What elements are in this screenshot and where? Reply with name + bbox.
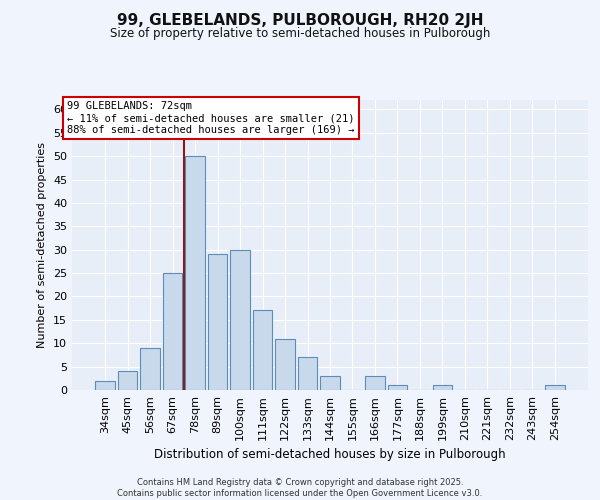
Bar bbox=[140, 348, 160, 390]
Text: Size of property relative to semi-detached houses in Pulborough: Size of property relative to semi-detach… bbox=[110, 28, 490, 40]
Bar bbox=[185, 156, 205, 390]
X-axis label: Distribution of semi-detached houses by size in Pulborough: Distribution of semi-detached houses by … bbox=[154, 448, 506, 461]
Bar bbox=[163, 273, 182, 390]
Bar bbox=[95, 380, 115, 390]
Text: 99, GLEBELANDS, PULBOROUGH, RH20 2JH: 99, GLEBELANDS, PULBOROUGH, RH20 2JH bbox=[117, 12, 483, 28]
Bar bbox=[275, 338, 295, 390]
Bar bbox=[388, 386, 407, 390]
Bar bbox=[433, 386, 452, 390]
Bar bbox=[230, 250, 250, 390]
Text: Contains HM Land Registry data © Crown copyright and database right 2025.
Contai: Contains HM Land Registry data © Crown c… bbox=[118, 478, 482, 498]
Bar bbox=[208, 254, 227, 390]
Y-axis label: Number of semi-detached properties: Number of semi-detached properties bbox=[37, 142, 47, 348]
Bar bbox=[118, 372, 137, 390]
Bar bbox=[545, 386, 565, 390]
Text: 99 GLEBELANDS: 72sqm
← 11% of semi-detached houses are smaller (21)
88% of semi-: 99 GLEBELANDS: 72sqm ← 11% of semi-detac… bbox=[67, 102, 355, 134]
Bar bbox=[253, 310, 272, 390]
Bar bbox=[298, 358, 317, 390]
Bar bbox=[320, 376, 340, 390]
Bar bbox=[365, 376, 385, 390]
